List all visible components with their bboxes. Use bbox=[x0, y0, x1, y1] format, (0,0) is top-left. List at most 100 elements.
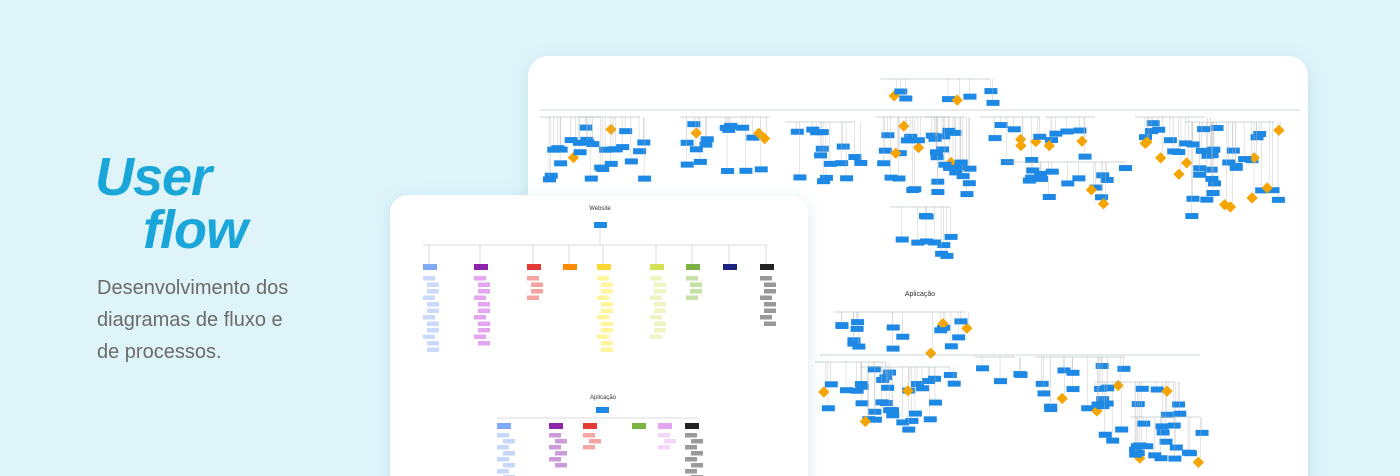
step bbox=[1078, 153, 1092, 160]
step bbox=[937, 133, 951, 140]
decision bbox=[1085, 184, 1098, 196]
step bbox=[584, 175, 598, 182]
step bbox=[949, 169, 963, 176]
step bbox=[664, 439, 676, 444]
decision bbox=[1173, 168, 1185, 180]
step bbox=[423, 276, 435, 281]
decision bbox=[1076, 135, 1088, 147]
decision bbox=[1141, 136, 1153, 148]
step bbox=[931, 178, 945, 185]
step bbox=[632, 423, 646, 429]
step bbox=[624, 158, 638, 165]
step bbox=[892, 175, 906, 182]
step bbox=[1131, 401, 1145, 408]
step bbox=[589, 439, 601, 444]
step bbox=[478, 308, 490, 313]
step bbox=[658, 423, 672, 429]
step bbox=[895, 236, 909, 243]
step bbox=[690, 282, 702, 287]
decision bbox=[1219, 199, 1231, 211]
step bbox=[549, 423, 563, 429]
step bbox=[1206, 190, 1220, 197]
step bbox=[497, 469, 509, 474]
step bbox=[817, 178, 831, 185]
step bbox=[823, 160, 837, 167]
step bbox=[691, 439, 703, 444]
step bbox=[1049, 130, 1063, 137]
step bbox=[1195, 429, 1209, 436]
step bbox=[1146, 120, 1160, 127]
step bbox=[943, 372, 957, 379]
step bbox=[1159, 438, 1173, 445]
step bbox=[886, 345, 900, 352]
step bbox=[531, 282, 543, 287]
decision bbox=[753, 127, 765, 139]
step bbox=[925, 132, 939, 139]
step bbox=[1195, 147, 1209, 154]
back-diagram bbox=[540, 78, 1300, 468]
step bbox=[497, 433, 509, 438]
step bbox=[760, 276, 772, 281]
step bbox=[601, 308, 613, 313]
decision bbox=[859, 415, 872, 428]
step bbox=[1066, 386, 1080, 393]
step bbox=[1229, 164, 1243, 171]
step bbox=[1222, 159, 1236, 166]
step bbox=[902, 426, 916, 433]
step bbox=[1266, 187, 1280, 194]
step bbox=[815, 129, 829, 136]
step bbox=[474, 295, 486, 300]
step bbox=[607, 146, 621, 153]
decision bbox=[1161, 385, 1173, 397]
step bbox=[928, 375, 942, 382]
step bbox=[928, 239, 942, 246]
step bbox=[497, 423, 511, 429]
step bbox=[1150, 386, 1164, 393]
step bbox=[1205, 175, 1219, 182]
step bbox=[935, 250, 949, 257]
step bbox=[994, 122, 1008, 129]
decision bbox=[1261, 182, 1273, 194]
step bbox=[1060, 128, 1074, 135]
front-diagram bbox=[423, 222, 776, 476]
step bbox=[583, 433, 595, 438]
step bbox=[700, 136, 714, 143]
step bbox=[597, 295, 609, 300]
step bbox=[478, 328, 490, 333]
step bbox=[555, 463, 567, 468]
step bbox=[944, 233, 958, 240]
step bbox=[654, 282, 666, 287]
subtitle-line: diagramas de fluxo e bbox=[97, 309, 283, 331]
step bbox=[503, 463, 515, 468]
step bbox=[1057, 367, 1071, 374]
step bbox=[596, 165, 610, 172]
step bbox=[427, 328, 439, 333]
section-title: Aplicação bbox=[590, 395, 617, 401]
step bbox=[954, 159, 968, 166]
step bbox=[650, 334, 662, 339]
step bbox=[563, 264, 577, 270]
step bbox=[886, 412, 900, 419]
step bbox=[427, 341, 439, 346]
step bbox=[680, 139, 694, 146]
step bbox=[894, 88, 908, 95]
step bbox=[952, 334, 966, 341]
step bbox=[594, 222, 607, 228]
step bbox=[916, 385, 930, 392]
step bbox=[1081, 405, 1095, 412]
step bbox=[867, 366, 881, 373]
step bbox=[1181, 449, 1195, 456]
step bbox=[851, 319, 865, 326]
step bbox=[847, 337, 861, 344]
step bbox=[986, 99, 1000, 106]
step bbox=[764, 289, 776, 294]
step bbox=[854, 381, 868, 388]
step bbox=[1035, 380, 1049, 387]
step bbox=[764, 302, 776, 307]
step bbox=[988, 135, 1002, 142]
step bbox=[690, 289, 702, 294]
step bbox=[881, 132, 895, 139]
step bbox=[1253, 131, 1267, 138]
step bbox=[1160, 411, 1174, 418]
step bbox=[597, 315, 609, 320]
